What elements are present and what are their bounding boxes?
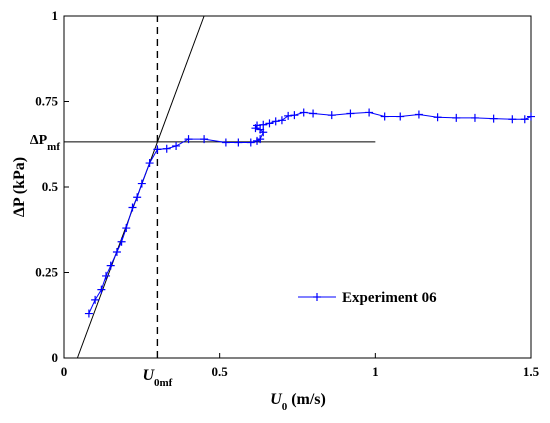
- legend-marker-sample: [313, 293, 321, 301]
- data-point-7: [122, 224, 131, 233]
- data-point-23: [256, 125, 265, 134]
- data-point-35: [346, 109, 355, 118]
- data-point-15: [184, 135, 193, 144]
- ticks-layer: 0 0.5 1 1.5 0 0.25 0.5 0.75 1: [35, 8, 539, 379]
- data-point-21: [256, 135, 265, 144]
- data-point-39: [414, 110, 423, 119]
- y-tick-label-dpmf: ΔPmf: [30, 133, 61, 153]
- data-point-30: [284, 111, 293, 120]
- data-point-42: [470, 113, 479, 122]
- legend-entry-experiment-06: Experiment 06: [342, 290, 437, 306]
- data-point-37: [380, 112, 389, 121]
- data-point-44: [508, 115, 517, 124]
- data-point-1: [91, 295, 100, 304]
- x-tick-label-1: 0.5: [212, 364, 229, 379]
- data-point-41: [452, 113, 461, 122]
- data-point-43: [489, 114, 498, 123]
- y-tick-label-2: 0.5: [42, 179, 59, 194]
- y-tick-label-1: 0.25: [35, 265, 58, 280]
- data-point-2: [97, 285, 106, 294]
- data-point-34: [327, 111, 336, 120]
- plot-area: [63, 15, 532, 359]
- x-tick-label-u0mf: U0mf: [142, 367, 172, 389]
- data-point-14: [172, 141, 181, 150]
- data-point-32: [299, 108, 308, 117]
- data-point-36: [365, 108, 374, 117]
- data-point-18: [234, 138, 243, 147]
- data-point-4: [106, 261, 115, 270]
- data-point-0: [84, 309, 93, 318]
- x-tick-label-2: 1: [372, 364, 379, 379]
- series-layer: [84, 108, 535, 318]
- data-point-29: [277, 116, 286, 125]
- x-axis-label: U0 (m/s): [270, 391, 326, 413]
- data-point-3: [102, 271, 111, 280]
- data-point-25: [253, 121, 262, 130]
- data-point-45: [520, 115, 529, 124]
- legend: Experiment 06: [298, 290, 437, 306]
- data-point-10: [137, 179, 146, 188]
- data-point-31: [290, 111, 299, 120]
- data-point-19: [246, 138, 255, 147]
- data-point-6: [117, 237, 126, 246]
- data-point-16: [200, 135, 209, 144]
- data-point-46: [527, 112, 535, 121]
- data-point-17: [221, 138, 230, 147]
- y-axis-label: ΔP (kPa): [11, 157, 28, 217]
- data-point-40: [433, 113, 442, 122]
- data-point-11: [145, 159, 154, 168]
- y-tick-label-3: 0.75: [35, 94, 58, 109]
- data-point-28: [271, 117, 280, 126]
- y-tick-label-0: 0: [52, 350, 59, 365]
- data-point-13: [162, 144, 171, 153]
- x-tick-label-3: 1.5: [523, 364, 540, 379]
- data-point-38: [396, 112, 405, 121]
- data-point-27: [265, 119, 274, 128]
- x-tick-label-0: 0: [61, 364, 68, 379]
- data-point-12: [153, 145, 162, 154]
- data-point-26: [259, 120, 268, 129]
- data-point-33: [309, 109, 318, 118]
- y-tick-label-4: 1: [52, 8, 59, 23]
- data-point-9: [133, 193, 142, 202]
- data-point-8: [128, 203, 137, 212]
- data-point-5: [112, 247, 121, 256]
